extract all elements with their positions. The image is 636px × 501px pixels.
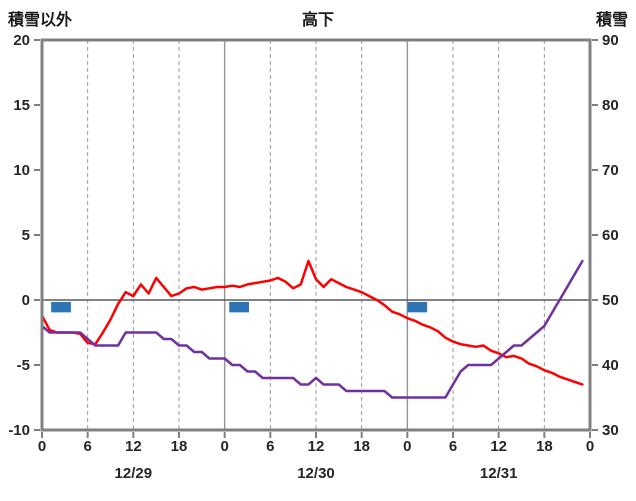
left-axis-tick-label: -5: [17, 357, 30, 374]
right-axis-tick-label: 80: [602, 97, 619, 114]
right-axis-title: 積雪: [595, 12, 628, 29]
bar-blue-marker: [407, 301, 428, 313]
plot-border: [40, 38, 592, 432]
left-axis-tick-label: -10: [8, 422, 30, 439]
right-axis-tick-label: 70: [602, 162, 619, 179]
left-axis-tick-label: 10: [13, 162, 30, 179]
bar-blue-marker: [51, 301, 71, 313]
x-axis-hour-label: 12: [308, 438, 325, 455]
left-axis-tick-label: 20: [13, 32, 30, 49]
x-axis-hour-label: 18: [536, 438, 553, 455]
right-axis-tick-label: 90: [602, 32, 619, 49]
right-axis-tick-label: 30: [602, 422, 619, 439]
series-line-temperature: [40, 259, 584, 386]
left-axis-tick-label: 15: [13, 97, 30, 114]
x-axis-hour-label: 12: [125, 438, 142, 455]
x-axis-hour-label: 0: [586, 438, 594, 455]
chart-title: 高下: [301, 12, 334, 29]
x-axis-hour-label: 0: [38, 438, 46, 455]
left-axis-tick-label: 5: [22, 227, 30, 244]
x-axis-hour-label: 18: [353, 438, 370, 455]
x-axis-hour-label: 6: [266, 438, 274, 455]
right-axis-tick-label: 50: [602, 292, 619, 309]
x-axis-hour-label: 18: [171, 438, 188, 455]
left-axis-tick-label: 0: [22, 292, 30, 309]
x-axis-hour-label: 6: [449, 438, 457, 455]
x-axis-day-label: 12/30: [297, 465, 335, 482]
bar-blue-marker: [229, 301, 250, 313]
left-axis-title: 積雪以外: [8, 12, 73, 29]
x-axis-hour-label: 12: [490, 438, 507, 455]
x-axis-day-label: 12/31: [480, 465, 518, 482]
x-axis-hour-label: 6: [83, 438, 91, 455]
x-axis-hour-label: 0: [403, 438, 411, 455]
right-axis-tick-label: 40: [602, 357, 619, 374]
x-axis-hour-label: 0: [220, 438, 228, 455]
x-axis-day-label: 12/29: [115, 465, 153, 482]
series-line-snow-depth: [40, 259, 584, 399]
right-axis-tick-label: 60: [602, 227, 619, 244]
